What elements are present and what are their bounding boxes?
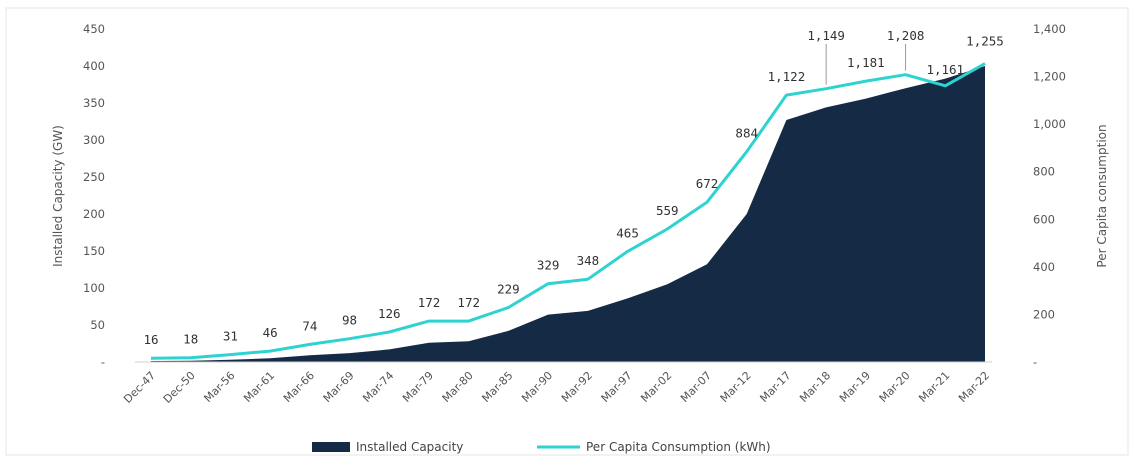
y-right-tick-label: 1,200 (1033, 70, 1066, 84)
y-left-tick-label: 50 (90, 318, 105, 332)
y-right-axis-title: Per Capita consumption (1095, 124, 1109, 267)
data-label: 98 (342, 313, 357, 328)
per-capita-consumption-line (150, 62, 986, 360)
data-label: 1,161 (926, 62, 964, 77)
data-label: 672 (696, 176, 719, 191)
data-label: 31 (223, 329, 238, 344)
y-right-tick-label: 400 (1033, 260, 1055, 274)
chart-frame (5, 7, 1129, 456)
x-tick-label: Mar-80 (440, 369, 476, 405)
y-left-tick-label: 200 (83, 207, 105, 221)
data-label: 329 (537, 258, 560, 273)
data-label: 1,208 (887, 28, 925, 43)
data-label: 1,181 (847, 55, 885, 70)
data-label: 74 (302, 318, 317, 333)
data-label: 229 (497, 282, 520, 297)
y-left-tick-label: 250 (83, 170, 105, 184)
x-tick-label: Mar-85 (479, 369, 515, 405)
x-tick-label: Mar-74 (360, 369, 396, 405)
y-left-tick-label: 100 (83, 281, 105, 295)
x-tick-label: Mar-18 (797, 369, 833, 405)
x-tick-label: Mar-66 (281, 369, 317, 405)
data-label: 126 (378, 306, 401, 321)
y-left-tick-label: 400 (83, 59, 105, 73)
legend-label-installed-capacity: Installed Capacity (356, 440, 463, 454)
data-label: 559 (656, 203, 679, 218)
y-right-tick-label: - (1033, 355, 1037, 369)
y-left-tick-label: 300 (83, 133, 105, 147)
data-label: 1,255 (966, 33, 1004, 48)
y-right-tick-label: 800 (1033, 165, 1055, 179)
data-label: 348 (577, 253, 600, 268)
x-tick-label: Mar-17 (757, 369, 793, 405)
data-label: 46 (263, 325, 278, 340)
data-label: 884 (735, 126, 758, 141)
x-tick-label: Mar-20 (877, 369, 913, 405)
data-label: 1,149 (807, 28, 845, 43)
y-left-axis-title: Installed Capacity (GW) (51, 125, 65, 267)
data-label: 465 (616, 225, 639, 240)
y-right-tick-label: 200 (1033, 307, 1055, 321)
y-right-tick-label: 1,000 (1033, 117, 1066, 131)
x-tick-label: Mar-12 (718, 369, 754, 405)
legend-swatch-installed-capacity (312, 442, 350, 452)
y-right-tick-label: 1,400 (1033, 22, 1066, 36)
x-tick-label: Mar-97 (599, 369, 635, 405)
y-left-tick-label: 350 (83, 96, 105, 110)
data-label: 172 (457, 295, 480, 310)
y-left-tick-label: - (101, 355, 105, 369)
x-tick-label: Mar-22 (956, 369, 992, 405)
y-left-tick-label: 450 (83, 22, 105, 36)
x-tick-label: Mar-56 (201, 369, 237, 405)
data-label: 172 (418, 295, 441, 310)
installed-capacity-area (151, 66, 985, 362)
data-label: 18 (183, 332, 198, 347)
x-tick-label: Dec-47 (121, 369, 158, 406)
x-tick-label: Mar-90 (519, 369, 555, 405)
x-tick-label: Dec-50 (161, 369, 198, 406)
x-tick-label: Mar-92 (559, 369, 595, 405)
x-tick-label: Mar-21 (916, 369, 952, 405)
x-tick-label: Mar-19 (837, 369, 873, 405)
x-tick-label: Mar-61 (241, 369, 277, 405)
x-tick-label: Mar-07 (678, 369, 714, 405)
data-label: 1,122 (768, 69, 806, 84)
x-tick-label: Mar-69 (321, 369, 357, 405)
legend-label-per-capita: Per Capita Consumption (kWh) (586, 440, 771, 454)
x-tick-label: Mar-02 (638, 369, 674, 405)
data-label: 16 (143, 332, 158, 347)
y-right-tick-label: 600 (1033, 212, 1055, 226)
y-left-tick-label: 150 (83, 244, 105, 258)
x-tick-label: Mar-79 (400, 369, 436, 405)
